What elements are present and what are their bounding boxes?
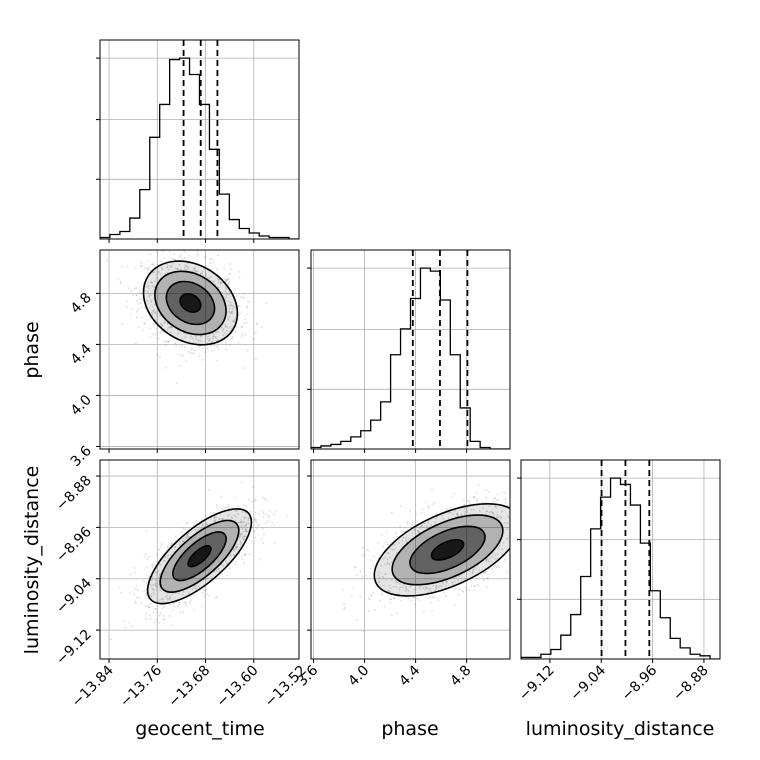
contour-line: [142, 260, 239, 346]
tick-label-x: 4.4: [396, 662, 423, 689]
ylabel-phase: phase: [21, 321, 43, 378]
contour-line: [373, 503, 510, 597]
axes-frame: [99, 249, 300, 450]
contour-line: [159, 519, 240, 593]
contour-line: [179, 292, 202, 313]
contour-line: [430, 538, 465, 561]
joint-geocent-time-phase: 3.6 4.0 4.4 4.8: [68, 249, 300, 470]
axes-frame: [520, 459, 721, 660]
histogram-step: [311, 267, 510, 449]
axes-frame: [99, 39, 300, 240]
density-level: [431, 539, 464, 560]
panels: −9.12 −9.04 −8.96 −8.883.64.04.44.8−13.84 −1…: [53, 39, 721, 711]
axes-frame: [310, 249, 511, 450]
contour-line: [146, 508, 253, 605]
marginal-luminosity-distance: −9.12 −9.04 −8.96 −8.88: [516, 459, 721, 705]
tick-label-y: −9.04: [53, 575, 95, 617]
xlabel-luminosity-distance: luminosity_distance: [526, 718, 715, 740]
tick-label-y: −8.96: [53, 524, 95, 566]
scatter-points: [100, 250, 268, 385]
contour-line: [154, 270, 227, 336]
xlabel-geocent-time: geocent_time: [135, 718, 264, 740]
tick-label-x: 4.0: [345, 663, 372, 690]
tick-label-y: −9.12: [53, 627, 95, 669]
tick-label-x: −9.12: [516, 663, 558, 705]
marginal-geocent-time: [96, 39, 300, 243]
contour-line: [409, 525, 486, 575]
contour-line: [165, 280, 216, 326]
tick-label-x: −13.76: [117, 662, 165, 710]
contour-line: [391, 514, 504, 586]
density-level: [180, 293, 201, 313]
joint-phase-luminosity-distance: 3.6 4.0 4.4 4.8: [294, 459, 511, 690]
joint-geocent-time-luminosity-distance: −13.84 −13.76 −13.68 −13.60 −13.52−9.12−9.04…: [53, 459, 310, 711]
contour-line: [187, 545, 212, 568]
tick-label-y: 4.0: [68, 392, 95, 419]
axes-frame: [99, 459, 300, 660]
marginal-phase: [307, 249, 511, 453]
tick-label-x: −8.88: [670, 663, 712, 705]
tick-label-x: 4.8: [447, 663, 474, 690]
histogram-step: [100, 57, 299, 239]
histogram-step: [521, 477, 720, 659]
tick-label-y: 4.8: [68, 290, 95, 317]
tick-label-y: −8.88: [53, 473, 95, 515]
axis-labels: geocent_time phase luminosity_distance p…: [21, 321, 714, 740]
xlabel-phase: phase: [381, 718, 438, 740]
tick-label-x: −9.04: [567, 662, 609, 704]
axes-frame: [310, 459, 511, 660]
tick-label-x: −13.84: [69, 662, 117, 710]
density-level: [188, 545, 211, 567]
contour-line: [172, 531, 227, 582]
tick-label-x: −13.60: [214, 663, 262, 711]
tick-label-y: 3.6: [68, 443, 95, 470]
ylabel-luminosity-distance: luminosity_distance: [21, 466, 43, 655]
tick-label-x: −13.68: [165, 663, 213, 711]
tick-label-x: −8.96: [619, 662, 661, 704]
tick-label-y: 4.4: [68, 341, 95, 368]
